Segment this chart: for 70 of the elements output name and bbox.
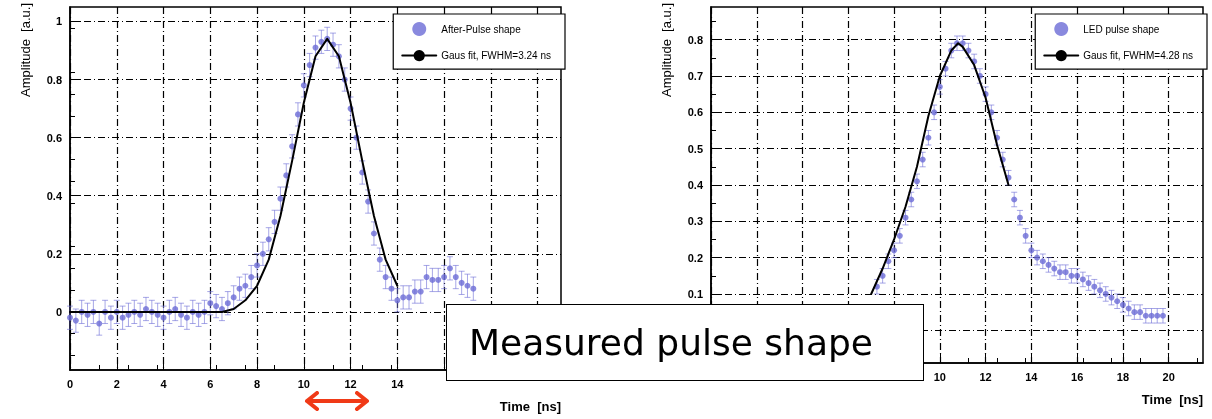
point (1097, 287, 1104, 294)
point (1068, 272, 1075, 279)
point (931, 109, 938, 116)
x-tick-label: 14 (391, 377, 405, 390)
point (1056, 269, 1063, 276)
point (1091, 283, 1098, 290)
x-tick-label: 10 (297, 377, 310, 390)
legend-label: After-Pulse shape (441, 23, 522, 35)
point (936, 83, 943, 90)
point (925, 134, 932, 141)
y-tick-label: 0.2 (46, 247, 62, 260)
point (1062, 269, 1069, 276)
x-tick-label: 14 (1025, 370, 1039, 383)
x-axis-title: Time [ns] (499, 399, 561, 414)
point (1102, 290, 1109, 297)
point (1022, 232, 1029, 239)
x-tick-label: 10 (933, 370, 946, 383)
point (1114, 298, 1121, 305)
x-tick-label: 12 (344, 377, 357, 390)
point (1074, 272, 1081, 279)
annotation: Measured pulse shape (446, 304, 924, 381)
point (1148, 312, 1155, 319)
point (1011, 196, 1018, 203)
x-tick-label: 0 (66, 377, 74, 390)
point (913, 178, 920, 185)
y-tick-label: 0.3 (687, 215, 703, 228)
y-tick-label: 0.2 (687, 251, 703, 264)
point (896, 232, 903, 239)
point (1028, 247, 1035, 254)
point (1045, 261, 1052, 268)
y-tick-label: 0.6 (46, 131, 62, 144)
x-tick-label: 4 (160, 377, 168, 390)
x-tick-label: 8 (253, 377, 261, 390)
point (1051, 265, 1058, 272)
point (1154, 312, 1161, 319)
point (1079, 276, 1086, 283)
point (1142, 312, 1149, 319)
point (1039, 258, 1046, 265)
x-tick-label: 16 (1071, 370, 1084, 383)
point (1137, 309, 1144, 316)
y-axis-title: Amplitude [a.u.] (659, 2, 674, 97)
point (1108, 294, 1115, 301)
point (1085, 280, 1092, 287)
y-tick-label: 0.8 (687, 33, 703, 46)
x-tick-label: 2 (113, 377, 120, 390)
legend-label: LED pulse shape (1083, 23, 1160, 35)
y-tick-label: 0.1 (687, 287, 703, 300)
point (891, 247, 898, 254)
y-tick-label: 0.7 (687, 69, 703, 82)
point (1016, 214, 1023, 221)
x-axis-title: Time [ns] (1141, 392, 1203, 407)
point (1119, 301, 1126, 308)
y-tick-label: 1 (55, 15, 62, 28)
y-tick-label: 0.4 (687, 178, 704, 191)
y-tick-label: 0.6 (687, 106, 703, 119)
x-tick-label: 6 (207, 377, 214, 390)
x-tick-label: 20 (1162, 370, 1175, 383)
x-tick-label: 18 (1116, 370, 1130, 383)
y-tick-label: 0.4 (46, 189, 63, 202)
point (1131, 309, 1138, 316)
point (1125, 305, 1132, 312)
legend-label: Gaus fit, FWHM=4.28 ns (1083, 50, 1194, 62)
point (1159, 312, 1166, 319)
point (1034, 254, 1041, 261)
x-tick-label: 12 (979, 370, 992, 383)
y-tick-label: 0 (55, 305, 62, 318)
legend-label: Gaus fit, FWHM=3.24 ns (441, 50, 552, 62)
y-axis-title: Amplitude [a.u.] (18, 2, 33, 97)
y-tick-label: 0.5 (687, 142, 703, 155)
y-tick-label: 0.8 (46, 73, 62, 86)
